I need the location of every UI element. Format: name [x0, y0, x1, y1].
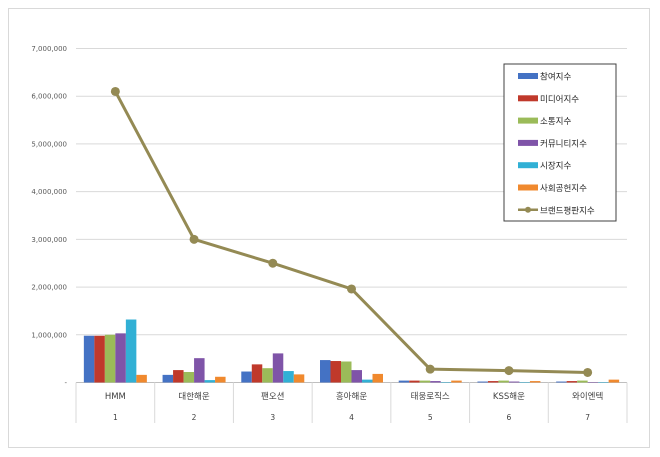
bar — [173, 370, 184, 383]
chart: - 1,000,000 2,000,000 3,000,000 4,000,000 5,0… — [31, 45, 628, 423]
x-category-number: 7 — [585, 413, 590, 422]
bar — [341, 361, 352, 383]
bar — [487, 381, 499, 383]
bar — [556, 381, 567, 383]
bar — [215, 376, 226, 383]
line-point — [425, 364, 435, 374]
bar — [125, 319, 137, 383]
bar — [351, 370, 362, 383]
bar — [83, 335, 95, 383]
bar — [598, 382, 609, 383]
x-category-number: 4 — [349, 413, 354, 422]
bar — [241, 371, 252, 383]
legend-label: 사회공헌지수 — [540, 184, 587, 194]
y-tick-label: 2,000,000 — [31, 284, 67, 292]
legend-label: 참여지수 — [540, 72, 571, 83]
bar — [529, 381, 541, 383]
legend-swatch — [518, 184, 538, 191]
bar — [419, 380, 431, 383]
bar — [262, 368, 273, 383]
bar — [508, 381, 520, 383]
bar — [362, 379, 373, 383]
bar — [162, 374, 174, 383]
bar — [320, 360, 331, 383]
bar — [104, 334, 116, 383]
x-category-number: 6 — [507, 413, 512, 422]
legend-label: 미디어지수 — [540, 94, 579, 105]
bar — [183, 372, 195, 383]
y-tick-label: 1,000,000 — [31, 331, 67, 339]
legend-label: 브랜드평판지수 — [540, 205, 595, 216]
bar — [498, 380, 509, 383]
bar — [272, 353, 284, 383]
legend-swatch — [518, 162, 538, 169]
y-tick-label: 5,000,000 — [31, 140, 67, 148]
line-point — [110, 86, 120, 96]
bar — [398, 380, 410, 383]
line-point — [189, 234, 199, 244]
legend-swatch — [518, 117, 538, 124]
x-category-number: 5 — [428, 413, 433, 422]
bar — [194, 358, 205, 383]
bar — [577, 380, 588, 383]
bar — [115, 333, 126, 383]
bar — [440, 382, 452, 383]
bar — [451, 380, 462, 383]
x-category-label: 태웅로직스 — [411, 391, 450, 402]
bar — [477, 381, 488, 383]
legend-label: 소통지수 — [540, 117, 571, 127]
x-category-number: 1 — [113, 413, 118, 422]
bar — [566, 381, 578, 383]
x-category-label: 팬오션 — [261, 391, 284, 402]
x-category-label: 대한해운 — [178, 392, 209, 402]
y-tick-label: 3,000,000 — [31, 236, 67, 244]
x-category-label: HMM — [105, 392, 126, 402]
legend-label: 커뮤니티지수 — [540, 138, 587, 149]
legend-swatch-marker — [525, 206, 531, 213]
bar — [519, 382, 530, 383]
legend-swatch — [518, 139, 538, 146]
y-tick-label: 6,000,000 — [31, 93, 67, 101]
bar — [204, 380, 216, 383]
y-tick-label: 4,000,000 — [31, 188, 67, 196]
legend-label: 시장지수 — [540, 161, 571, 172]
bar — [330, 361, 341, 383]
legend-swatch — [518, 73, 538, 79]
bar — [372, 373, 383, 383]
x-category-label: 흥아해운 — [336, 391, 367, 402]
line-point — [504, 366, 514, 376]
bar — [587, 382, 599, 383]
bar — [293, 374, 305, 383]
bar — [430, 381, 441, 383]
line-point — [268, 258, 278, 268]
x-category-label: 와이엔텍 — [572, 391, 603, 402]
y-tick-label: 7,000,000 — [31, 45, 67, 53]
bar — [283, 371, 294, 383]
bar — [136, 374, 147, 383]
y-tick-label: - — [64, 379, 67, 387]
x-category-number: 3 — [270, 413, 275, 422]
line-point — [583, 367, 593, 377]
x-category-label: KSS해운 — [493, 392, 525, 402]
chart-frame: - 1,000,000 2,000,000 3,000,000 4,000,000 5,0… — [8, 8, 650, 448]
x-category-number: 2 — [192, 413, 197, 422]
bar — [608, 379, 620, 383]
line-point — [347, 284, 356, 294]
bar — [94, 335, 105, 383]
bar — [251, 364, 263, 383]
bar — [409, 380, 420, 383]
legend-swatch — [518, 95, 538, 102]
